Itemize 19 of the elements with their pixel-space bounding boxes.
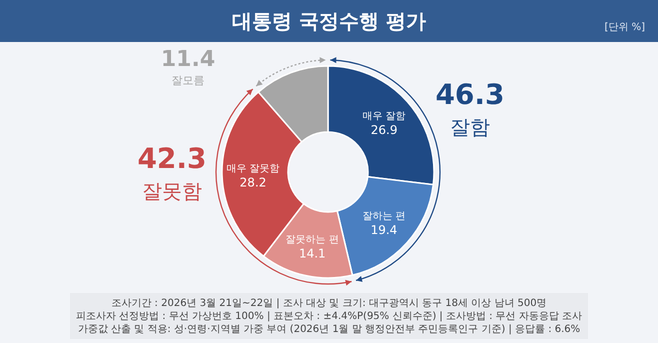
- slice-label: 매우 잘함: [362, 111, 406, 122]
- data-label: 19.4: [370, 222, 398, 237]
- slice-label: 잘못하는 편: [286, 234, 339, 246]
- data-label: 28.2: [240, 175, 266, 190]
- text: 46.3: [435, 78, 505, 111]
- text: 피조사자 선정방법 : 무선 가상번호 100% | 표본오차 : ±4.4%P(95% 신뢰수준) | 조사방법 : 무선 자동응답 조사: [76, 311, 582, 322]
- data-label: 11.4: [160, 47, 216, 72]
- chart-title: 대통령 국정수행 평가: [232, 9, 426, 33]
- text: 42.3: [137, 142, 207, 175]
- data-label: 14.1: [298, 246, 326, 260]
- slice-label: 잘하는 편: [362, 210, 406, 222]
- data-label: 26.9: [370, 123, 398, 138]
- text: [단위 %]: [604, 22, 646, 33]
- slice-label: 잘모름: [172, 74, 204, 87]
- text: 가중값 산출 및 적용: 성·연령·지역별 가중 부여 (2026년 1월 말 행정안전부 주민등록인구 기준) | 응답률 : 6.6%: [78, 324, 580, 335]
- slice-label: 매우 잘못함: [226, 163, 280, 174]
- text: 조사기간 : 2026년 3월 21일~22일 | 조사 대상 및 크기: 대구광역시 동구 18세 이상 남녀 500명: [111, 298, 547, 309]
- text: 잘못함: [142, 179, 202, 203]
- text: 잘함: [450, 115, 490, 139]
